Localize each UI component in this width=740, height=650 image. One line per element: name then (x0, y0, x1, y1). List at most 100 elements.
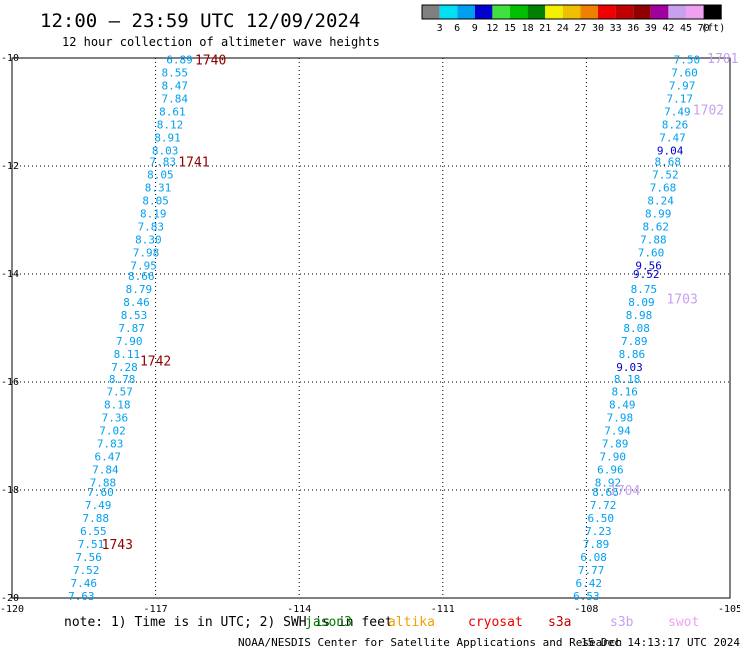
wave-height-value: 7.88 (83, 512, 110, 525)
x-tick-label: -120 (0, 604, 24, 615)
wave-height-value: 7.83 (97, 438, 124, 451)
wave-height-value: 7.88 (90, 476, 117, 489)
wave-height-value: 8.75 (631, 283, 658, 296)
wave-height-value: 8.62 (643, 220, 670, 233)
wave-height-value: 8.91 (154, 131, 181, 144)
wave-height-value: 7.36 (102, 412, 129, 425)
satellite-name-altika: altika (388, 615, 435, 630)
legend-label: 27 (574, 23, 586, 34)
wave-height-value: 8.46 (123, 296, 150, 309)
legend-color-box (545, 5, 563, 19)
legend-label: 6 (454, 23, 460, 34)
legend-label: 70 (698, 23, 710, 34)
legend-color-box (686, 5, 704, 19)
y-tick-label: -12 (1, 161, 19, 172)
y-tick-label: -20 (1, 593, 19, 604)
wave-height-value: 8.12 (157, 118, 184, 131)
wave-height-value: 8.92 (595, 476, 622, 489)
timestamp-text: 15 Dec 14:13:17 UTC 2024 (581, 636, 740, 649)
wave-height-value: 8.66 (128, 270, 155, 283)
legend-color-box (633, 5, 651, 19)
wave-height-value: 7.84 (92, 463, 119, 476)
wave-height-value: 8.79 (126, 283, 153, 296)
y-tick-label: -18 (1, 485, 19, 496)
legend-label: 9 (472, 23, 478, 34)
legend-color-box (457, 5, 475, 19)
wave-height-value: 7.97 (669, 80, 696, 93)
wave-height-value: 8.68 (655, 156, 682, 169)
legend-color-box (650, 5, 669, 19)
pass-time-label: 1702 (693, 103, 724, 118)
wave-height-value: 7.46 (71, 577, 98, 590)
legend-border (421, 4, 722, 20)
legend-label: 12 (486, 23, 498, 34)
legend-color-box (492, 5, 510, 19)
wave-height-value: 8.08 (623, 322, 650, 335)
credit-text: NOAA/NESDIS Center for Satellite Applica… (238, 636, 622, 649)
satellite-name-jason3: jason3 (305, 615, 352, 630)
wave-height-value: 7.52 (652, 169, 679, 182)
legend-label: 42 (662, 23, 674, 34)
satellite-name-s3a: s3a (548, 615, 571, 630)
legend-label: 36 (627, 23, 639, 34)
wave-height-value: 9.04 (657, 144, 684, 157)
pass-time-label: 1701 (707, 52, 738, 67)
wave-height-value: 9.56 (635, 259, 662, 272)
wave-height-value: 7.63 (68, 590, 95, 603)
wave-height-value: 7.90 (599, 451, 626, 464)
wave-height-value: 7.51 (78, 538, 105, 551)
wave-height-value: 8.11 (114, 348, 141, 361)
wave-height-value: 8.49 (609, 399, 636, 412)
wave-height-value: 8.26 (662, 118, 689, 131)
wave-height-value: 8.19 (140, 208, 167, 221)
wave-height-value: 7.56 (75, 551, 102, 564)
legend-color-box (527, 5, 546, 19)
wave-height-value: 7.77 (578, 564, 605, 577)
legend-label: 3 (437, 23, 443, 34)
wave-height-value: 8.53 (121, 309, 148, 322)
wave-height-value: 7.60 (638, 246, 665, 259)
legend-color-box (439, 5, 458, 19)
wave-height-value: 7.47 (659, 131, 686, 144)
wave-height-value: 7.83 (138, 220, 165, 233)
satellite-name-swot: swot (668, 615, 699, 630)
wave-height-value: 6.47 (94, 451, 121, 464)
pass-time-label: 1703 (666, 292, 697, 307)
legend-label: 21 (539, 23, 551, 34)
x-tick-label: -108 (574, 604, 598, 615)
footer-note: note: 1) Time is in UTC; 2) SWH is in fe… (64, 615, 393, 630)
wave-height-value: 6.08 (580, 551, 607, 564)
wave-height-value: 6.89 (166, 54, 193, 67)
wave-height-value: 7.89 (602, 438, 629, 451)
wave-height-value: 7.95 (130, 259, 157, 272)
wave-height-value: 8.47 (161, 80, 188, 93)
y-tick-label: -10 (1, 53, 19, 64)
wave-height-value: 7.57 (106, 386, 133, 399)
wave-height-value: 7.94 (604, 425, 631, 438)
wave-height-value: 8.31 (145, 182, 172, 195)
legend-label: 18 (522, 23, 534, 34)
wave-height-value: 7.49 (85, 499, 112, 512)
legend-color-box (474, 5, 493, 19)
wave-height-value: 8.05 (147, 169, 174, 182)
pass-time-labels: 1740 1741 1742 1743 1701 1702 1703 1704 (102, 52, 739, 553)
pass-time-label: 1743 (102, 538, 133, 553)
satellite-legend: jason3 altika cryosat s3a s3b swot (305, 615, 699, 630)
legend-color-box (422, 5, 440, 19)
wave-height-value: 8.86 (619, 348, 646, 361)
legend-label: 15 (504, 23, 516, 34)
wave-height-value: 6.55 (80, 525, 107, 538)
pass-time-label: 1742 (140, 354, 171, 369)
wave-height-value: 7.68 (650, 182, 677, 195)
pass-time-label: 1740 (195, 54, 226, 69)
wave-height-value: 8.18 (104, 399, 131, 412)
legend-label: 45 (680, 23, 692, 34)
wave-height-value: 7.60 (87, 486, 114, 499)
x-tick-label: -117 (144, 604, 168, 615)
wave-height-value: 8.98 (626, 309, 653, 322)
wave-height-value: 8.18 (614, 373, 641, 386)
wave-height-points: 6.898.558.477.848.618.128.918.037.838.05… (68, 54, 700, 603)
wave-height-value: 7.98 (607, 412, 634, 425)
legend-color-box (615, 5, 634, 19)
